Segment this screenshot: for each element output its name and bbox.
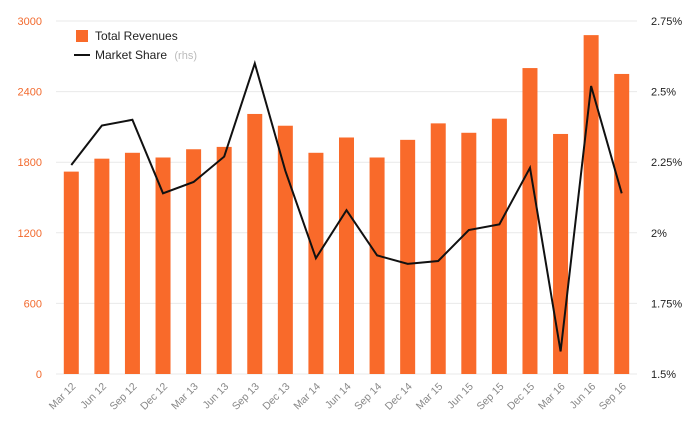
y-left-tick-label: 1200: [18, 228, 42, 240]
y-right-tick-label: 1.5%: [651, 369, 676, 381]
bar-sep-16: [614, 73, 630, 374]
bar-sep-14: [369, 157, 385, 374]
x-tick-label: Mar 15: [414, 381, 446, 413]
x-tick-label: Dec 15: [505, 381, 537, 413]
x-tick-label: Sep 15: [474, 381, 506, 413]
legend-label-market-share: Market Share (rhs): [95, 48, 197, 62]
bar-mar-12: [63, 171, 79, 374]
y-left-tick-label: 1800: [18, 157, 42, 169]
x-tick-label: Dec 14: [383, 381, 415, 413]
x-tick-label: Jun 13: [201, 381, 232, 412]
bar-mar-15: [430, 123, 446, 375]
x-tick-label: Mar 12: [47, 381, 79, 413]
y-left-tick-label: 3000: [18, 16, 42, 28]
y-left-tick-label: 2400: [18, 87, 42, 99]
x-tick-label: Mar 13: [169, 381, 201, 413]
x-tick-label: Dec 13: [260, 381, 292, 413]
bar-jun-13: [216, 146, 232, 374]
bar-sep-15: [491, 118, 507, 374]
y-left-tick-label: 600: [24, 298, 42, 310]
y-left-tick-label: 0: [36, 369, 42, 381]
y-right-tick-label: 2.75%: [651, 16, 682, 28]
x-tick-label: Sep 13: [230, 381, 262, 413]
bar-sep-12: [124, 152, 140, 374]
x-tick-label: Sep 12: [108, 381, 140, 413]
bars-layer: [63, 35, 630, 375]
bar-dec-12: [155, 157, 171, 374]
x-tick-label: Jun 14: [323, 381, 354, 412]
bar-dec-14: [400, 139, 416, 374]
bar-mar-14: [308, 152, 324, 374]
bar-sep-13: [247, 113, 263, 374]
bar-mar-16: [553, 133, 569, 374]
x-tick-label: Mar 14: [291, 381, 323, 413]
y-right-tick-label: 2.5%: [651, 87, 676, 99]
x-tick-label: Jun 15: [445, 381, 476, 412]
bar-mar-13: [186, 149, 202, 374]
x-tick-label: Jun 12: [78, 381, 109, 412]
legend-label-total-revenues: Total Revenues: [95, 29, 178, 43]
bar-dec-13: [277, 125, 293, 375]
x-tick-label: Mar 16: [536, 381, 568, 413]
line-layer: [70, 59, 623, 352]
left-axis: 0 600 1200 1800 2400 3000: [18, 16, 42, 381]
bar-jun-12: [94, 158, 110, 374]
bar-jun-15: [461, 132, 477, 374]
legend-label-market-share-suffix: (rhs): [174, 50, 197, 62]
right-axis: 1.5% 1.75% 2% 2.25% 2.5% 2.75%: [651, 16, 682, 381]
x-tick-label: Sep 14: [352, 381, 384, 413]
x-tick-label: Jun 16: [567, 381, 598, 412]
y-right-tick-label: 1.75%: [651, 298, 682, 310]
y-right-tick-label: 2%: [651, 228, 667, 240]
legend-label-market-share-name: Market Share: [95, 48, 167, 62]
x-tick-label: Sep 16: [597, 381, 629, 413]
bar-dec-15: [522, 68, 538, 375]
legend-swatch-total-revenues: [76, 30, 88, 42]
legend: Total Revenues Market Share (rhs): [74, 29, 197, 62]
y-right-tick-label: 2.25%: [651, 157, 682, 169]
x-tick-label: Dec 12: [138, 381, 170, 413]
bar-jun-14: [339, 137, 354, 374]
